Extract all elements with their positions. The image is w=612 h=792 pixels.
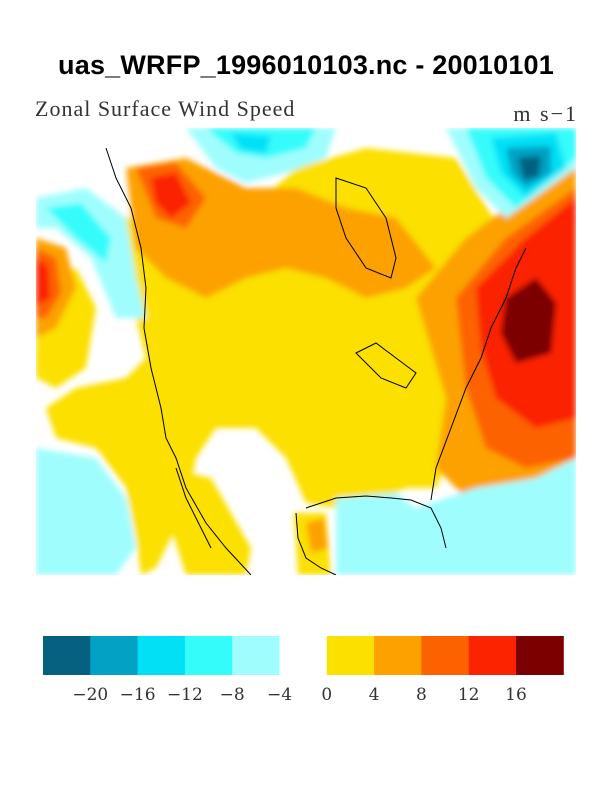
legend-tick-label: 12 <box>457 685 480 705</box>
legend-tick-label: 4 <box>368 685 380 705</box>
legend-tick-label: −20 <box>72 685 109 705</box>
legend-swatch <box>326 636 375 675</box>
map-canvas <box>36 128 576 575</box>
coastlines <box>105 147 527 575</box>
hudson-bay-line <box>335 177 397 279</box>
legend-tick-label: −12 <box>166 685 203 705</box>
field-cyan-pacific <box>46 203 111 263</box>
field-orange-yucatan <box>306 518 328 553</box>
field-red-nw <box>151 173 191 218</box>
legend-swatch <box>184 636 233 675</box>
legend-swatch <box>516 636 564 675</box>
baja-line <box>175 467 212 549</box>
wind-speed-map <box>36 128 576 575</box>
legend-tick-label: 8 <box>415 685 427 705</box>
legend-tick-label: −8 <box>219 685 245 705</box>
legend-swatch <box>374 636 422 675</box>
legend-tick-label: −16 <box>119 685 156 705</box>
gulf-coast-line <box>305 495 447 549</box>
legend-swatch <box>232 636 280 675</box>
legend-swatch <box>421 636 470 675</box>
legend-tick-label: 16 <box>505 685 527 705</box>
legend-swatch <box>90 636 139 675</box>
variable-label: Zonal Surface Wind Speed <box>35 96 296 121</box>
field-lightcyan-gulf <box>336 458 576 575</box>
field-lightcyan-mexico-pac <box>36 448 136 575</box>
east-coast-line <box>430 247 527 501</box>
wind-field <box>36 128 576 575</box>
legend-swatch <box>137 636 186 675</box>
west-coast-line <box>105 147 252 575</box>
legend-tick-label: −4 <box>266 685 293 705</box>
great-lakes-line <box>355 342 417 389</box>
units-label: m s−1 <box>513 101 578 126</box>
field-orange-north <box>126 158 436 298</box>
field-red-pacific <box>36 258 50 306</box>
field-yellow-baja <box>166 468 251 575</box>
field-cyan12-north <box>231 133 271 153</box>
legend-swatch <box>468 636 517 675</box>
legend-swatch <box>43 636 91 675</box>
field-darkred-east <box>501 278 556 363</box>
legend-tick-label: 0 <box>321 685 333 705</box>
plot-title: uas_WRFP_1996010103.nc - 20010101 <box>58 50 554 80</box>
legend-swatch <box>279 636 328 675</box>
field-cyan20-ne <box>518 156 541 180</box>
mexico-coast-line <box>295 512 337 575</box>
